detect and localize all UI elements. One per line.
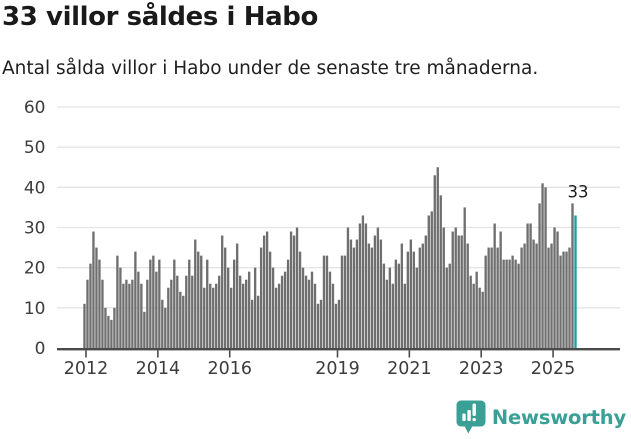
svg-text:40: 40 [24,178,46,198]
svg-text:2023: 2023 [459,359,504,379]
svg-text:2019: 2019 [315,359,360,379]
svg-text:2021: 2021 [387,359,432,379]
svg-text:0: 0 [35,339,46,359]
svg-text:2012: 2012 [64,359,109,379]
chart-area: 0 10 20 30 40 50 60 2012 2014 2016 2019 2021 2023 202… [0,90,631,390]
svg-text:33: 33 [567,182,588,201]
svg-text:60: 60 [24,98,46,118]
svg-text:2025: 2025 [531,359,576,379]
svg-text:20: 20 [24,259,46,279]
chart-subtitle: Antal sålda villor i Habo under de senas… [2,58,539,79]
svg-text:30: 30 [24,219,46,239]
svg-text:10: 10 [24,299,46,319]
page-title: 33 villor såldes i Habo [2,2,318,32]
newsworthy-logo[interactable]: Newsworthy [456,399,626,436]
svg-text:2014: 2014 [136,359,181,379]
svg-text:2016: 2016 [207,359,252,379]
svg-text:50: 50 [24,138,46,158]
newsworthy-icon [456,400,486,434]
newsworthy-wordmark: Newsworthy [491,406,626,429]
sales-bar-chart: 0 10 20 30 40 50 60 2012 2014 2016 2019 2021 2023 202… [24,98,620,379]
